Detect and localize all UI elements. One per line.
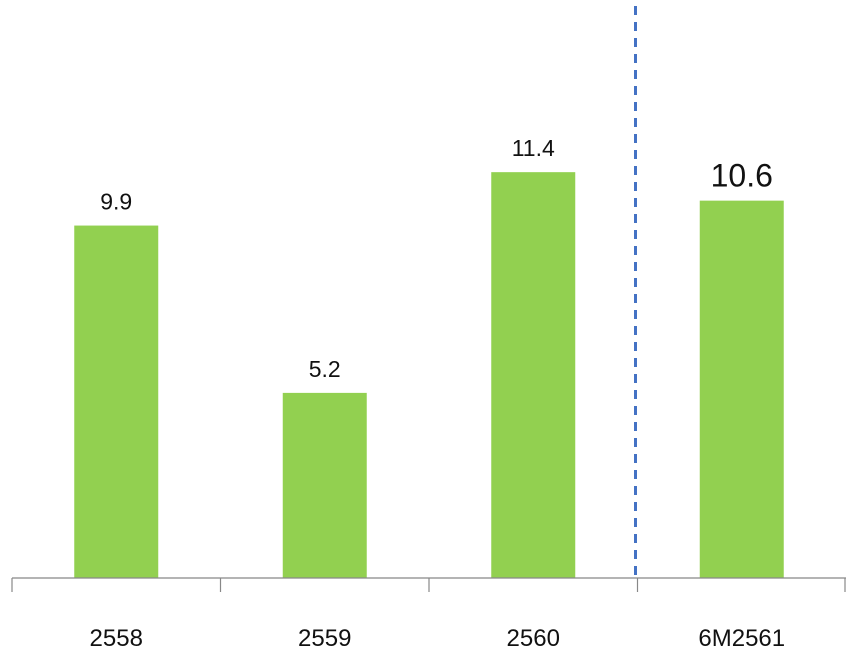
category-label-2558: 2558 [90, 625, 143, 651]
category-label-6M2561: 6M2561 [698, 625, 785, 651]
value-label-2560: 11.4 [512, 135, 555, 161]
bar-2558 [74, 225, 159, 578]
category-label-2559: 2559 [298, 625, 351, 651]
category-label-2560: 2560 [507, 625, 560, 651]
value-label-6M2561: 10.6 [711, 158, 773, 194]
value-label-2558: 9.9 [100, 189, 132, 215]
value-label-2559: 5.2 [309, 356, 341, 382]
bar-2559 [282, 392, 367, 578]
bar-2560 [491, 172, 576, 578]
bar-6M2561 [699, 200, 784, 578]
